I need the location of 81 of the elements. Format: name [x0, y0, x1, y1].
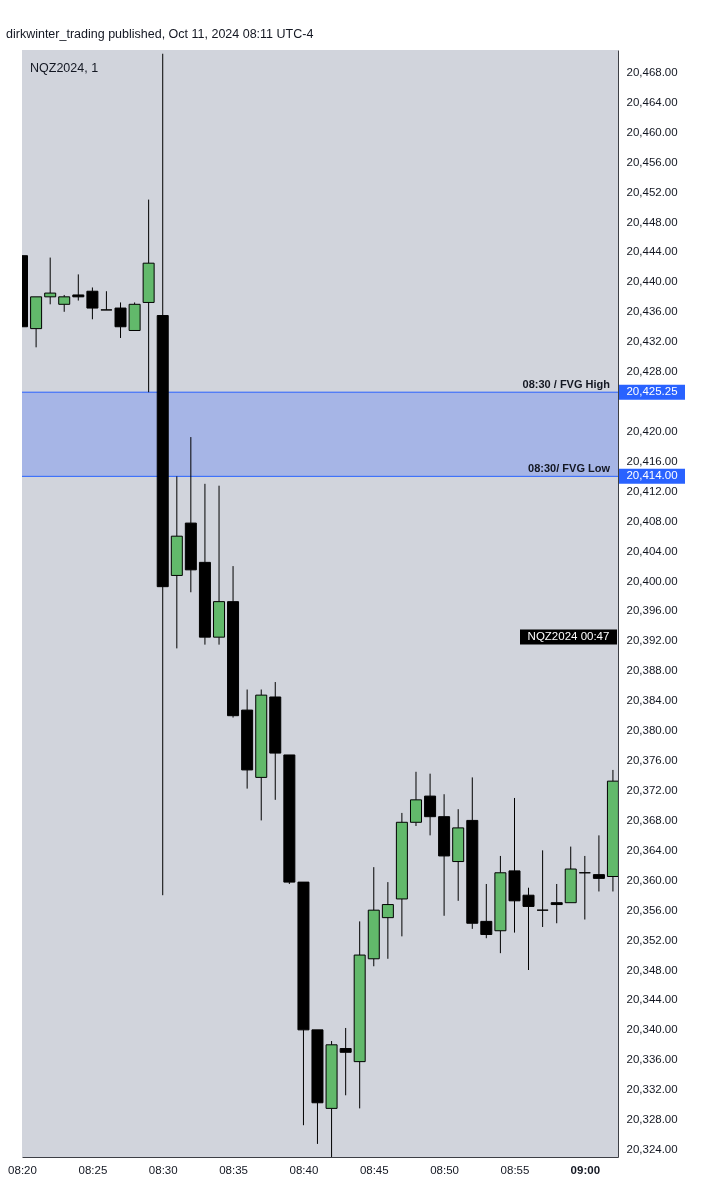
y-tick-label: 20,324.00: [626, 1143, 678, 1156]
y-tick-label: 20,344.00: [626, 993, 678, 1006]
candlestick: [395, 812, 408, 937]
y-tick-label: 20,388.00: [626, 664, 678, 677]
candlestick: [269, 681, 282, 801]
y-tick-label: 20,332.00: [626, 1083, 678, 1096]
candlestick: [592, 834, 605, 892]
candlestick: [578, 855, 591, 921]
x-tick-label: 08:20: [8, 1163, 37, 1176]
x-tick-label: 08:45: [359, 1163, 389, 1176]
y-tick-label: 20,400.00: [626, 574, 678, 587]
y-tick-label: 20,460.00: [626, 125, 678, 138]
y-tick-label: 20,420.00: [626, 424, 678, 437]
y-tick-label: 20,392.00: [626, 634, 678, 647]
candlestick: [606, 769, 618, 892]
candlestick: [44, 257, 57, 305]
x-tick-label: 08:30: [148, 1163, 178, 1176]
y-tick-label: 20,408.00: [626, 514, 678, 527]
x-tick-label: 08:50: [430, 1163, 459, 1176]
ref-line-label: 20,425.25: [626, 385, 678, 398]
ref-line-label: 20,414.00: [626, 469, 678, 482]
candlestick: [100, 290, 113, 311]
y-tick-label: 20,336.00: [626, 1053, 678, 1066]
y-tick-label: 20,352.00: [626, 933, 678, 946]
y-tick-label: 20,416.00: [626, 454, 678, 467]
candlestick: [353, 920, 366, 1109]
y-tick-label: 20,396.00: [626, 604, 678, 617]
y-tick-label: 20,360.00: [626, 873, 678, 886]
candlestick: [339, 1027, 352, 1096]
candlestick: [424, 773, 437, 836]
y-tick-label: 20,404.00: [626, 544, 678, 557]
y-tick-label: 20,384.00: [626, 694, 678, 707]
candlestick: [198, 483, 211, 646]
candlestick: [30, 296, 43, 348]
candlestick: [227, 565, 240, 719]
x-tick-label: 08:55: [500, 1163, 530, 1176]
candlestick: [170, 475, 183, 649]
y-tick-label: 20,452.00: [626, 185, 678, 198]
candlestick: [564, 846, 577, 904]
candlestick: [452, 808, 465, 902]
y-tick-label: 20,364.00: [626, 843, 678, 856]
y-tick-label: 20,368.00: [626, 813, 678, 826]
y-tick-label: 20,464.00: [626, 95, 678, 108]
y-tick-label: 20,412.00: [626, 484, 678, 497]
y-tick-label: 20,348.00: [626, 963, 678, 976]
y-tick-label: 20,456.00: [626, 155, 678, 168]
candlestick: [156, 53, 169, 896]
annotation: 08:30/ FVG Low: [528, 462, 611, 475]
y-tick-label: 20,440.00: [626, 275, 678, 288]
annotation: NQZ2024 00:47: [527, 630, 610, 642]
candlestick: [142, 199, 155, 393]
candlestick: [184, 436, 197, 593]
y-tick-label: 20,356.00: [626, 903, 678, 916]
candlestick: [72, 273, 85, 302]
y-tick-label: 20,428.00: [626, 365, 678, 378]
y-tick-label: 20,328.00: [626, 1113, 678, 1126]
annotation: 08:30 / FVG High: [522, 378, 611, 391]
candlestick: [381, 881, 394, 960]
candlestick: [536, 849, 549, 928]
candlestick: [550, 883, 563, 924]
y-tick-label: 20,432.00: [626, 335, 678, 348]
x-tick-label: 08:40: [289, 1163, 319, 1176]
y-tick-label: 20,444.00: [626, 245, 678, 258]
y-tick-label: 20,380.00: [626, 724, 678, 737]
x-tick-label: 08:25: [78, 1163, 108, 1176]
candlestick: [213, 485, 226, 646]
candlestick: [241, 689, 254, 790]
x-tick-label: 08:35: [219, 1163, 248, 1176]
y-tick-label: 20,372.00: [626, 783, 678, 796]
candlestick: [367, 866, 380, 967]
candlestick: [409, 771, 422, 827]
y-tick-label: 20,448.00: [626, 215, 678, 228]
y-tick-label: 20,376.00: [626, 754, 678, 767]
y-tick-label: 20,436.00: [626, 305, 678, 318]
y-tick-label: 20,468.00: [626, 65, 678, 78]
text: NQZ2024, 1: [30, 61, 99, 75]
candlestick: [438, 793, 451, 917]
text: dirkwinter_trading published, Oct 11, 2024 08:11 UTC-4: [6, 27, 314, 41]
candlestick: [86, 286, 99, 320]
x-tick-label: 09:00: [570, 1163, 601, 1176]
y-tick-label: 20,340.00: [626, 1023, 678, 1036]
